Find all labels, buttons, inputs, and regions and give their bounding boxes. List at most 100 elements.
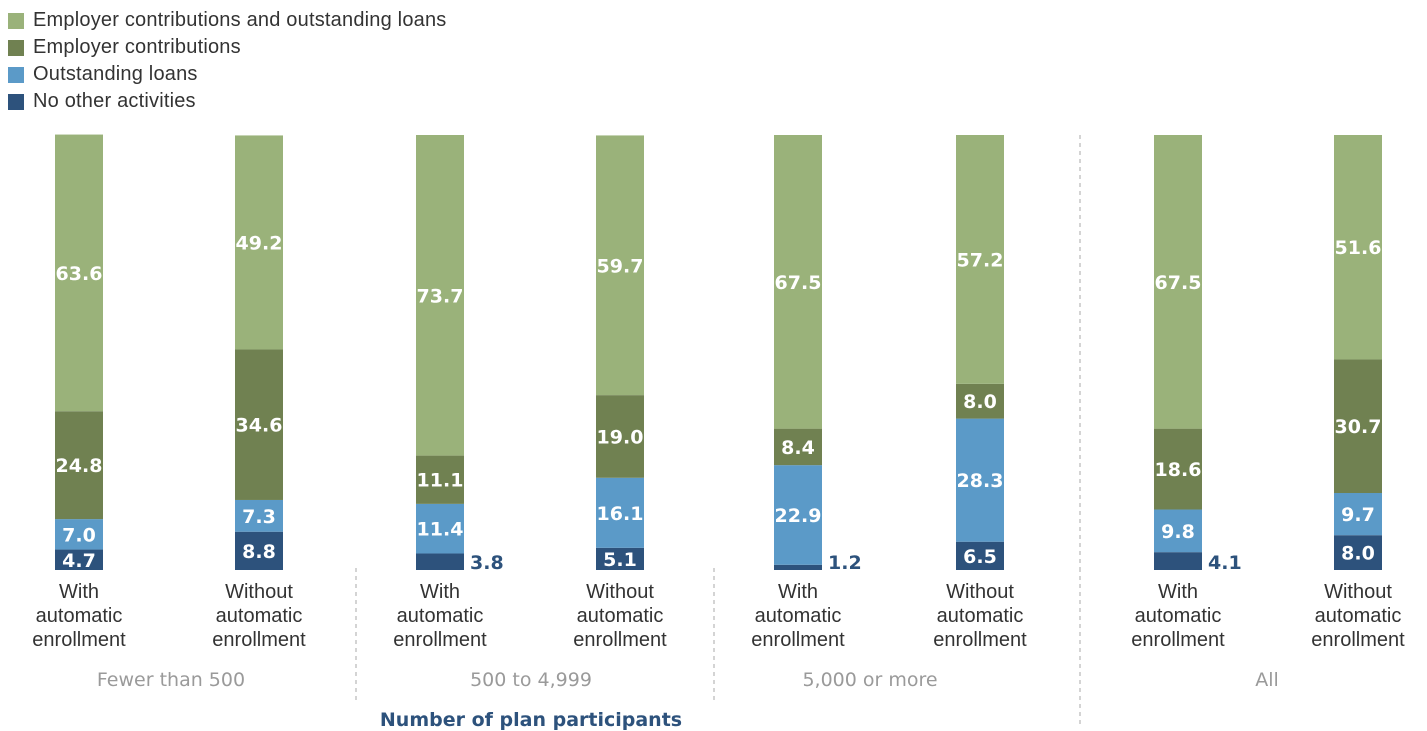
bar-segment [596, 547, 644, 570]
legend-label: Outstanding loans [33, 63, 198, 85]
bar-segment [1154, 509, 1202, 553]
data-label: 73.7 [417, 285, 464, 307]
data-label: 1.2 [828, 552, 862, 574]
data-label: 59.7 [597, 255, 644, 277]
category-label: automatic [937, 605, 1024, 627]
data-label: 67.5 [1155, 272, 1202, 294]
data-label: 8.4 [781, 437, 815, 459]
legend-swatch [8, 66, 24, 83]
group-label: Fewer than 500 [97, 669, 245, 691]
category-label: automatic [216, 605, 303, 627]
data-label: 6.5 [963, 546, 997, 568]
bar-segment [55, 411, 103, 520]
category-label: automatic [1315, 605, 1402, 627]
data-label: 9.7 [1341, 504, 1375, 526]
legend-label: Employer contributions [33, 36, 241, 58]
legend-item-no-other-activities: No other activities [8, 88, 447, 115]
data-label: 49.2 [236, 232, 283, 254]
bar-segment [1154, 552, 1202, 570]
data-label: 16.1 [597, 503, 644, 525]
bar-segment [235, 531, 283, 570]
legend-item-outstanding-loans: Outstanding loans [8, 61, 447, 88]
data-label: 51.6 [1335, 237, 1382, 259]
category-label: enrollment [393, 629, 487, 651]
category-label: enrollment [751, 629, 845, 651]
bar-segment [1334, 135, 1382, 360]
group-label: 500 to 4,999 [470, 669, 592, 691]
bar-segment [774, 564, 822, 570]
bar-segment [55, 519, 103, 550]
bar-segment [1154, 428, 1202, 510]
data-label: 8.0 [963, 391, 997, 413]
x-axis-title: Number of plan participants [380, 709, 682, 731]
category-label: enrollment [573, 629, 667, 651]
category-label: Without [225, 581, 293, 603]
category-label: Without [946, 581, 1014, 603]
data-label: 63.6 [56, 263, 103, 285]
data-label: 22.9 [775, 505, 822, 527]
data-label: 28.3 [957, 470, 1004, 492]
legend-label: Employer contributions and outstanding l… [33, 9, 447, 31]
bar-segment [596, 135, 644, 396]
bar-segment [416, 503, 464, 554]
bar-segment [774, 135, 822, 429]
data-label: 7.3 [242, 506, 276, 528]
data-label: 11.1 [417, 470, 464, 492]
bar-segment [416, 553, 464, 570]
data-label: 30.7 [1335, 416, 1382, 438]
data-label: 5.1 [603, 549, 637, 571]
bar-segment [416, 455, 464, 504]
data-label: 11.4 [417, 519, 464, 541]
category-label: With [420, 581, 460, 603]
data-label: 7.0 [62, 524, 96, 546]
legend-swatch [8, 93, 24, 110]
bar-segment [774, 428, 822, 466]
data-label: 9.8 [1161, 521, 1195, 543]
category-label: automatic [755, 605, 842, 627]
bar-segment [596, 477, 644, 548]
category-label: With [59, 581, 99, 603]
category-label: automatic [1135, 605, 1222, 627]
bar-segment [956, 541, 1004, 570]
category-label: automatic [577, 605, 664, 627]
bar-segment [1334, 493, 1382, 536]
legend-item-employer-contributions-and-loans: Employer contributions and outstanding l… [8, 7, 447, 34]
category-label: With [1158, 581, 1198, 603]
category-label: automatic [36, 605, 123, 627]
legend: Employer contributions and outstanding l… [8, 7, 447, 115]
legend-swatch [8, 39, 24, 56]
data-label: 34.6 [236, 415, 283, 437]
bar-segment [235, 499, 283, 532]
bar-segment [416, 135, 464, 456]
data-label: 57.2 [957, 249, 1004, 271]
data-label: 4.7 [62, 550, 96, 572]
bar-segment [1334, 359, 1382, 494]
bar-segment [55, 134, 103, 412]
legend-item-employer-contributions: Employer contributions [8, 34, 447, 61]
group-label: 5,000 or more [802, 669, 937, 691]
category-label: enrollment [1131, 629, 1225, 651]
data-label: 4.1 [1208, 552, 1242, 574]
bar-segment [1154, 135, 1202, 429]
category-label: automatic [397, 605, 484, 627]
data-label: 19.0 [597, 426, 644, 448]
data-label: 24.8 [56, 455, 103, 477]
data-label: 67.5 [775, 272, 822, 294]
group-label: All [1255, 669, 1279, 691]
bar-segment [235, 349, 283, 500]
category-label: With [778, 581, 818, 603]
data-label: 18.6 [1155, 459, 1202, 481]
data-label: 8.8 [242, 541, 276, 563]
category-label: enrollment [1311, 629, 1405, 651]
bar-segment [1334, 535, 1382, 570]
bar-segment [956, 418, 1004, 542]
bar-segment [774, 465, 822, 565]
legend-swatch [8, 12, 24, 29]
bar-segment [55, 549, 103, 570]
legend-label: No other activities [33, 90, 196, 112]
category-label: enrollment [212, 629, 306, 651]
bar-segment [596, 395, 644, 478]
data-label: 3.8 [470, 552, 504, 574]
data-label: 8.0 [1341, 543, 1375, 565]
